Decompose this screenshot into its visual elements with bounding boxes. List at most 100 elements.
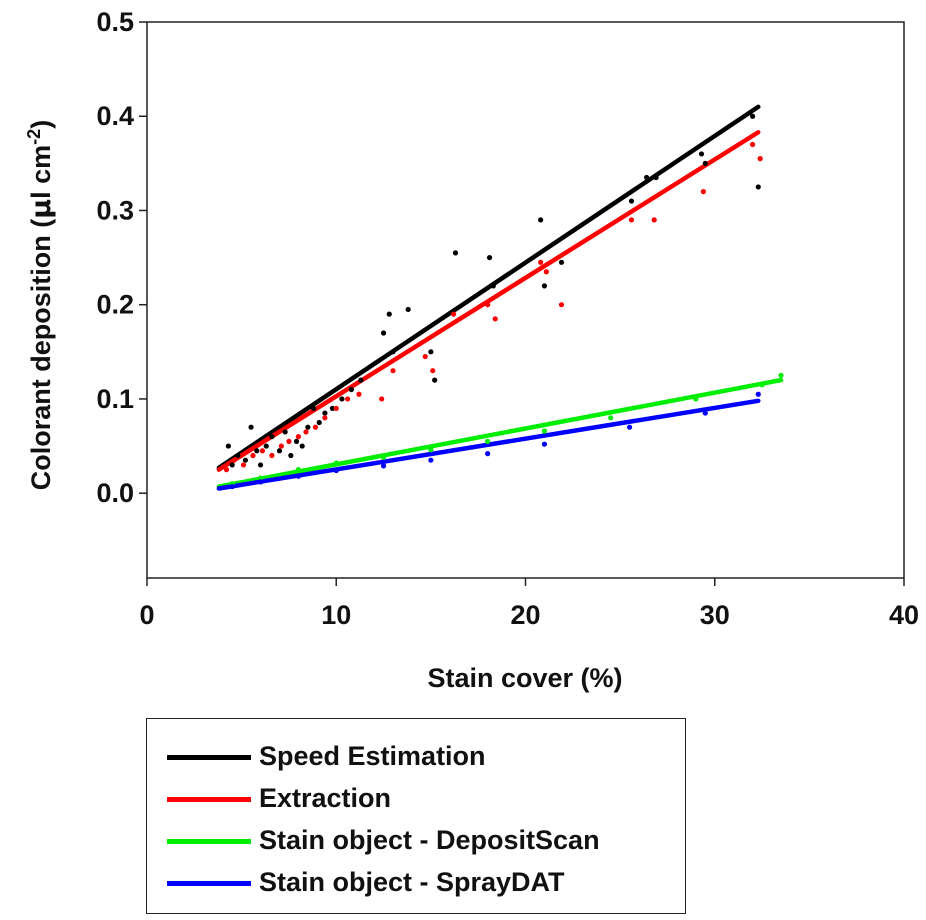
legend-label: Speed Estimation	[259, 741, 486, 771]
legend-item-speed-estimation: Speed Estimation	[147, 739, 685, 775]
legend-swatch-depositscan	[167, 839, 251, 844]
legend-swatch-speed-estimation	[167, 755, 251, 760]
data-point-extraction	[259, 448, 266, 454]
legend-label: Stain object - DepositScan	[259, 825, 600, 855]
data-point-speed-estimation	[248, 424, 254, 430]
data-point-speed-estimation	[644, 174, 650, 181]
data-point-stain-object-depositscan	[778, 372, 784, 378]
data-point-stain-object-depositscan	[380, 454, 387, 460]
data-point-extraction	[322, 415, 328, 421]
data-point-extraction	[430, 368, 436, 374]
data-point-extraction	[223, 467, 230, 473]
data-point-stain-object-depositscan	[693, 396, 699, 402]
data-point-extraction	[538, 259, 544, 265]
data-point-speed-estimation	[282, 429, 288, 435]
data-point-extraction	[356, 391, 362, 397]
data-point-speed-estimation	[428, 349, 434, 355]
data-point-stain-object-depositscan	[333, 460, 339, 466]
fit-line-extraction	[216, 130, 761, 472]
data-point-extraction	[295, 434, 301, 440]
data-point-speed-estimation	[316, 419, 322, 426]
data-point-speed-estimation	[339, 396, 345, 402]
x-tick-label: 30	[700, 600, 730, 630]
data-point-speed-estimation	[358, 377, 364, 383]
data-point-speed-estimation	[254, 448, 260, 454]
data-point-speed-estimation	[558, 259, 565, 265]
data-point-speed-estimation	[698, 151, 705, 157]
data-point-speed-estimation	[628, 198, 635, 204]
legend-item-depositscan: Stain object - DepositScan	[147, 823, 685, 859]
data-point-extraction	[390, 368, 396, 374]
legend-swatch-extraction	[167, 797, 251, 802]
data-point-stain-object-depositscan	[608, 415, 614, 421]
data-point-extraction	[651, 217, 657, 223]
x-axis-ticks: 0 10 20 30 40	[139, 578, 919, 630]
legend-item-extraction: Extraction	[147, 781, 685, 817]
data-point-speed-estimation	[322, 410, 328, 416]
data-point-speed-estimation	[386, 311, 392, 317]
data-point-speed-estimation	[257, 462, 264, 468]
data-point-extraction	[628, 217, 635, 223]
y-axis-ticks: 0.0 0.1 0.2 0.3 0.4 0.5	[96, 7, 147, 508]
data-point-speed-estimation	[452, 250, 459, 256]
y-tick-label: 0.5	[96, 7, 134, 37]
data-point-extraction	[278, 443, 284, 449]
data-point-stain-object-spraydat	[428, 457, 434, 463]
data-point-stain-object-depositscan	[485, 438, 491, 444]
y-tick-label: 0.3	[96, 195, 134, 225]
data-point-extraction	[231, 457, 237, 463]
y-tick-label: 0.1	[96, 384, 134, 414]
data-point-stain-object-depositscan	[541, 428, 548, 434]
fit-line-speed-estimation	[216, 104, 761, 470]
x-tick-label: 0	[139, 600, 154, 630]
x-axis-title: Stain cover (%)	[427, 663, 622, 693]
data-point-extraction	[422, 353, 428, 360]
data-point-extraction	[492, 316, 498, 322]
y-tick-label: 0.4	[96, 101, 134, 131]
data-point-speed-estimation	[329, 405, 336, 411]
data-point-stain-object-depositscan	[759, 382, 765, 388]
plot-border	[146, 21, 905, 579]
data-point-speed-estimation	[755, 184, 761, 190]
data-point-speed-estimation	[348, 386, 354, 393]
data-point-extraction	[750, 141, 756, 148]
data-point-stain-object-depositscan	[295, 467, 301, 473]
fit-lines	[216, 104, 784, 491]
data-point-speed-estimation	[310, 405, 317, 411]
y-axis-title-sup: -2	[24, 129, 44, 145]
data-point-stain-object-spraydat	[333, 467, 339, 474]
data-point-extraction	[450, 311, 457, 317]
data-point-stain-object-spraydat	[257, 479, 264, 485]
data-point-speed-estimation	[750, 113, 756, 119]
data-point-speed-estimation	[235, 452, 241, 459]
legend: Speed Estimation Extraction Stain object…	[146, 718, 686, 914]
legend-swatch-spraydat	[167, 881, 251, 886]
data-point-speed-estimation	[276, 448, 283, 454]
data-point-speed-estimation	[242, 457, 249, 463]
legend-item-spraydat: Stain object - SprayDAT	[147, 865, 685, 901]
legend-label: Extraction	[259, 783, 392, 813]
y-tick-label: 0.2	[96, 290, 134, 320]
data-point-speed-estimation	[263, 443, 269, 449]
data-point-extraction	[700, 189, 706, 195]
fit-line-stain-object-depositscan	[216, 377, 784, 489]
data-point-extraction	[333, 405, 339, 411]
data-point-speed-estimation	[299, 443, 305, 449]
data-point-speed-estimation	[293, 438, 300, 444]
data-point-extraction	[312, 424, 319, 430]
data-point-speed-estimation	[225, 443, 231, 449]
data-point-stain-object-spraydat	[229, 483, 235, 490]
data-point-stain-object-spraydat	[702, 410, 708, 416]
data-point-speed-estimation	[380, 330, 387, 336]
data-point-extraction	[303, 429, 309, 435]
data-point-speed-estimation	[490, 283, 496, 289]
x-tick-label: 10	[321, 600, 351, 630]
data-point-stain-object-spraydat	[380, 463, 387, 469]
data-point-speed-estimation	[269, 434, 275, 440]
data-point-speed-estimation	[538, 217, 544, 223]
y-axis-title-mu: µ	[26, 199, 57, 219]
y-axis-title: Colorant deposition (µl cm-2)	[24, 120, 57, 490]
data-point-stain-object-spraydat	[485, 451, 491, 457]
data-point-speed-estimation	[432, 377, 438, 383]
data-point-stain-object-spraydat	[295, 473, 301, 479]
